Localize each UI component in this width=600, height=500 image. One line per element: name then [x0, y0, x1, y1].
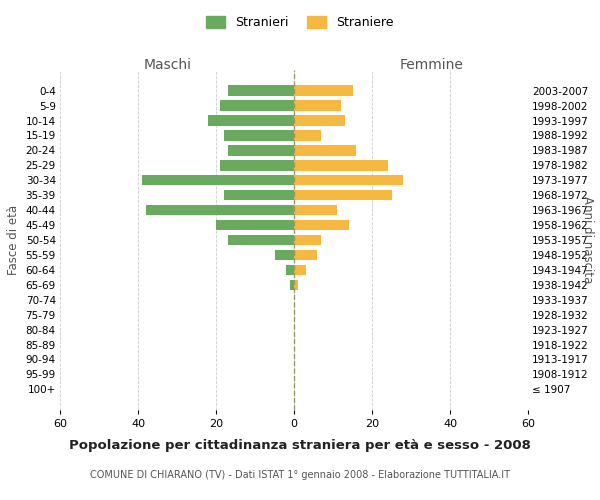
Bar	[294, 116, 344, 126]
Bar	[294, 205, 337, 216]
Bar	[275, 250, 294, 260]
Bar	[228, 145, 294, 156]
Bar	[294, 190, 392, 200]
Bar	[220, 100, 294, 111]
Bar	[216, 220, 294, 230]
Bar	[294, 130, 322, 140]
Bar	[294, 235, 322, 245]
Text: Popolazione per cittadinanza straniera per età e sesso - 2008: Popolazione per cittadinanza straniera p…	[69, 438, 531, 452]
Bar	[286, 264, 294, 275]
Bar	[294, 220, 349, 230]
Legend: Stranieri, Straniere: Stranieri, Straniere	[202, 11, 398, 34]
Bar	[290, 280, 294, 290]
Text: Maschi: Maschi	[144, 58, 192, 72]
Text: Femmine: Femmine	[400, 58, 464, 72]
Bar	[294, 100, 341, 111]
Bar	[220, 160, 294, 170]
Bar	[294, 250, 317, 260]
Bar	[294, 86, 353, 96]
Y-axis label: Fasce di età: Fasce di età	[7, 205, 20, 275]
Bar	[294, 145, 356, 156]
Bar	[224, 130, 294, 140]
Bar	[294, 264, 306, 275]
Bar	[208, 116, 294, 126]
Bar	[228, 235, 294, 245]
Bar	[146, 205, 294, 216]
Text: COMUNE DI CHIARANO (TV) - Dati ISTAT 1° gennaio 2008 - Elaborazione TUTTITALIA.I: COMUNE DI CHIARANO (TV) - Dati ISTAT 1° …	[90, 470, 510, 480]
Bar	[224, 190, 294, 200]
Bar	[294, 175, 403, 186]
Bar	[228, 86, 294, 96]
Y-axis label: Anni di nascita: Anni di nascita	[581, 196, 595, 284]
Bar	[294, 160, 388, 170]
Bar	[142, 175, 294, 186]
Bar	[294, 280, 298, 290]
